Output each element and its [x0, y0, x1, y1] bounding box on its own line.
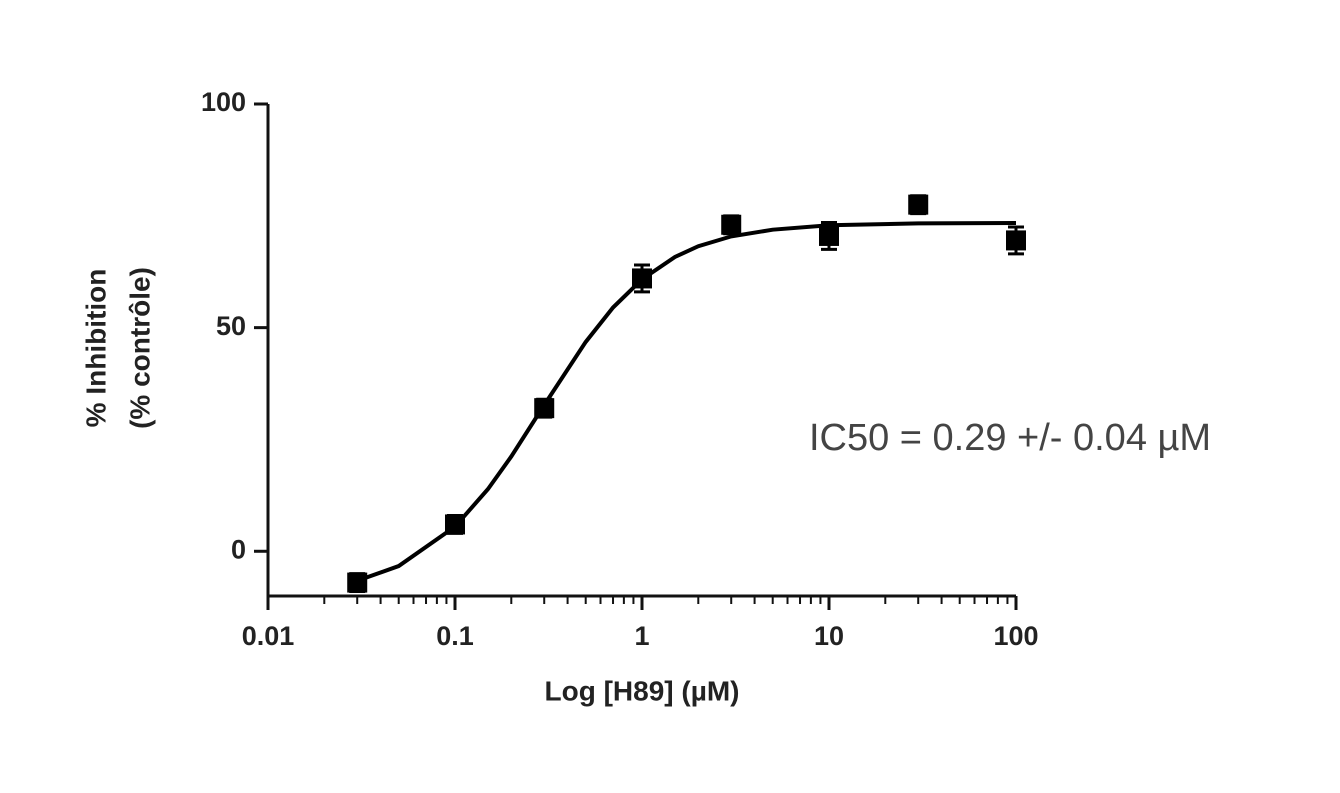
- y-tick-label: 100: [201, 87, 246, 117]
- x-axis-label: Log [H89] (µM): [545, 675, 740, 706]
- marker: [632, 268, 652, 289]
- y-tick-label: 50: [216, 311, 246, 341]
- annotation: IC50 = 0.29 +/- 0.04 µM: [809, 417, 1211, 459]
- marker: [819, 225, 839, 246]
- fit-curve: [356, 220, 1017, 583]
- y-axis-label: % Inhibition: [80, 269, 111, 428]
- marker: [534, 398, 555, 419]
- x-tick-label: 100: [993, 621, 1038, 651]
- x-tick-label: 1: [634, 621, 649, 651]
- y-axis-label: (% contrôle): [124, 267, 155, 429]
- marker: [445, 514, 465, 535]
- marker: [347, 572, 368, 593]
- x-tick-label: 0.01: [242, 621, 295, 651]
- x-tick-label: 0.1: [436, 621, 474, 651]
- x-tick-label: 10: [814, 621, 844, 651]
- marker: [1006, 230, 1026, 251]
- y-tick-label: 0: [231, 534, 246, 564]
- marker: [721, 214, 742, 235]
- marker: [908, 194, 929, 215]
